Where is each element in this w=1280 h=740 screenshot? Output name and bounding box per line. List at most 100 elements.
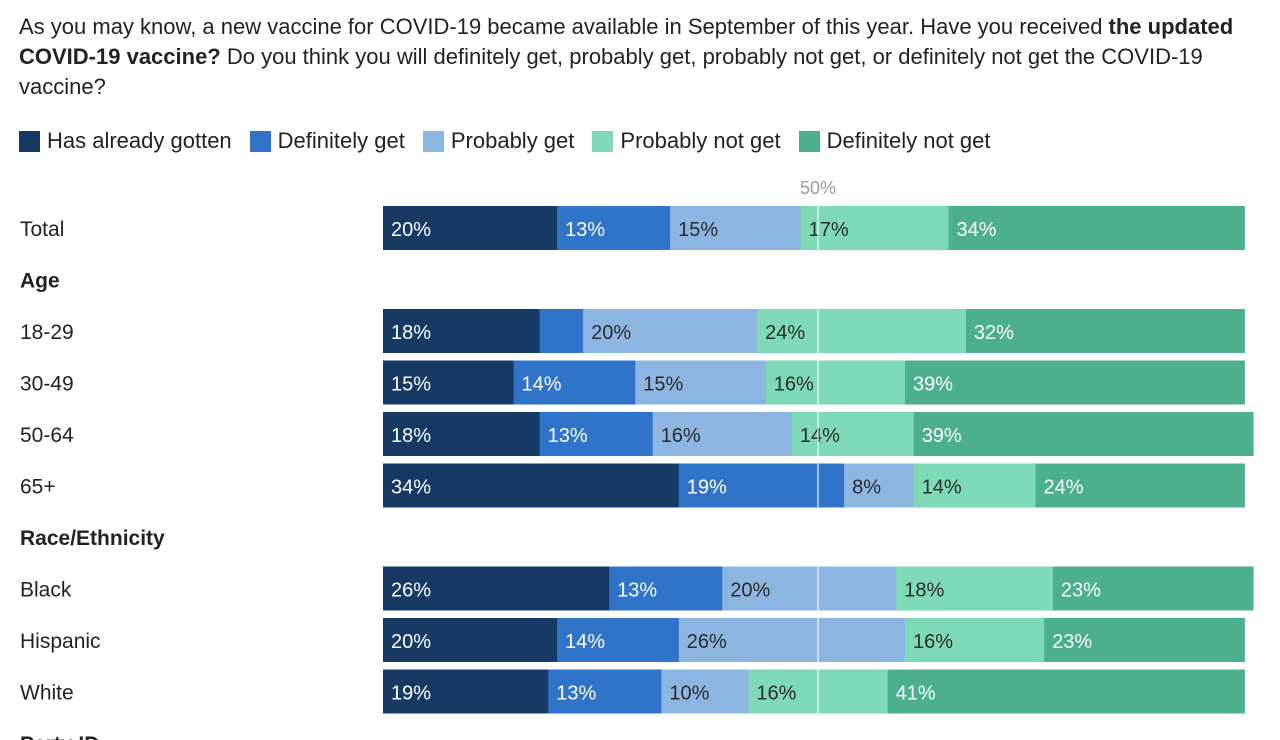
data-label: 34% <box>957 219 997 241</box>
row-label: Black <box>20 579 72 602</box>
bar-segment <box>800 206 950 250</box>
bar-segment <box>1044 618 1245 662</box>
legend-item: Definitely not get <box>798 128 991 154</box>
data-label: 20% <box>591 322 631 344</box>
data-label: 13% <box>565 219 605 241</box>
bar-segment <box>513 360 636 405</box>
bar-segment <box>548 669 662 714</box>
data-label: 15% <box>643 374 683 396</box>
data-label: 14% <box>522 374 562 396</box>
bar-segment <box>383 566 610 611</box>
group-header: Party ID <box>20 733 99 740</box>
data-label: 19% <box>687 477 727 499</box>
data-label: 16% <box>774 374 814 396</box>
bar-segment <box>678 618 906 662</box>
bar-segment <box>583 309 758 353</box>
group-header: Race/Ethnicity <box>20 527 165 550</box>
bar-segment <box>722 566 897 611</box>
data-label: 24% <box>1044 477 1084 499</box>
data-label: 34% <box>391 477 431 499</box>
data-label: 20% <box>391 631 431 653</box>
bar-segment <box>383 669 549 714</box>
bar-segment <box>765 360 906 405</box>
bar-segment <box>913 412 1254 456</box>
legend-label: Has already gotten <box>47 128 232 153</box>
bar-segment <box>539 412 654 456</box>
bar-segment <box>948 206 1245 250</box>
legend-swatch <box>592 130 614 152</box>
bar-segment <box>905 360 1245 405</box>
legend-swatch <box>19 130 40 152</box>
data-label: 39% <box>922 425 962 447</box>
legend-label: Probably get <box>450 128 575 153</box>
data-label: 24% <box>765 322 805 344</box>
question-part1: As you may know, a new vaccine for COVID… <box>19 14 1109 39</box>
legend-label: Definitely not get <box>826 128 991 153</box>
data-label: 18% <box>391 322 431 344</box>
data-label: 14% <box>922 477 962 499</box>
data-label: 17% <box>809 219 849 241</box>
data-label: 16% <box>913 631 953 653</box>
bar-segment <box>539 309 584 353</box>
legend-label: Probably not get <box>620 128 781 153</box>
data-label: 26% <box>391 580 431 602</box>
data-label: 26% <box>687 631 727 653</box>
bar-segment <box>757 309 967 353</box>
bar-segment <box>913 463 1037 508</box>
midline-label: 50% <box>800 178 836 198</box>
bar-segment <box>383 412 541 456</box>
data-label: 23% <box>1052 631 1092 653</box>
row-label: 50-64 <box>20 424 74 447</box>
data-label: 20% <box>730 580 770 602</box>
bars-layer <box>383 206 1254 714</box>
data-label: 23% <box>1061 580 1101 602</box>
data-label: 13% <box>548 425 588 447</box>
data-label: 18% <box>904 580 944 602</box>
question-part2: Do you think you will definitely get, pr… <box>19 44 1203 99</box>
data-label: 14% <box>565 631 605 653</box>
data-label: 16% <box>661 425 701 447</box>
data-label: 15% <box>391 374 431 396</box>
bar-segment <box>383 360 515 405</box>
row-label: 65+ <box>20 476 56 499</box>
bar-segment <box>791 412 915 456</box>
bar-segment <box>905 618 1045 662</box>
bar-segment <box>557 206 671 250</box>
bar-segment <box>661 669 749 714</box>
bar-segment <box>1035 463 1245 508</box>
legend-swatch <box>798 130 820 152</box>
data-label: 39% <box>913 374 953 396</box>
data-label: 18% <box>391 425 431 447</box>
bar-segment <box>652 412 793 456</box>
bar-segment <box>609 566 723 611</box>
bar-segment <box>557 618 680 662</box>
data-label: 14% <box>800 425 840 447</box>
data-label: 16% <box>756 683 796 705</box>
bar-segment <box>965 309 1245 353</box>
data-label: 20% <box>391 219 431 241</box>
data-label: 10% <box>669 683 709 705</box>
legend-item: Has already gotten <box>19 128 232 154</box>
data-label: 13% <box>617 580 657 602</box>
row-label: White <box>20 682 74 705</box>
data-label: 41% <box>896 683 936 705</box>
bar-segment <box>635 360 767 405</box>
bar-segment <box>383 463 680 508</box>
legend-swatch <box>422 130 444 152</box>
question-bold: the updated COVID-19 vaccine? <box>19 14 1234 69</box>
row-label: 18-29 <box>20 321 74 344</box>
legend-swatch <box>249 130 271 152</box>
data-label: 8% <box>852 477 881 499</box>
bar-segment <box>383 206 558 250</box>
data-label: 32% <box>974 322 1014 344</box>
chart-question: As you may know, a new vaccine for COVID… <box>19 12 1259 102</box>
bar-segment <box>887 669 1245 714</box>
bar-segment <box>1052 566 1254 611</box>
data-label: 19% <box>391 683 431 705</box>
data-label: 15% <box>678 219 718 241</box>
bar-segment <box>670 206 802 250</box>
bar-segment <box>896 566 1054 611</box>
labels-layer: Total 20% 13% 15% 17% 34% Age 18-29 18% 20% 24% 32%… <box>20 218 1101 740</box>
legend-label: Definitely get <box>277 128 405 153</box>
